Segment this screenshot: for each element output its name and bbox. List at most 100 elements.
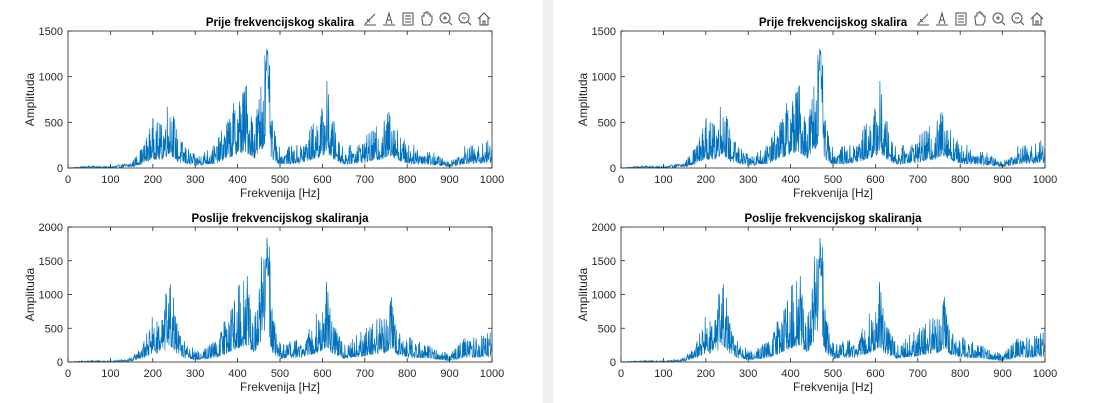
x-axis-label: Frekvenija [Hz] — [240, 186, 320, 200]
y-tick-label: 1500 — [39, 26, 63, 38]
x-tick-label: 700 — [356, 174, 374, 186]
y-tick-label: 1500 — [592, 256, 616, 268]
plot-title: Poslije frekvencijskog skaliranja — [191, 213, 369, 225]
x-tick-label: 700 — [909, 368, 927, 380]
x-tick-label: 800 — [398, 368, 416, 380]
axes-toolbar — [911, 10, 1051, 29]
y-tick-label: 500 — [598, 117, 616, 129]
x-tick-label: 100 — [101, 368, 119, 380]
x-tick-label: 300 — [739, 174, 757, 186]
x-tick-label: 400 — [781, 368, 799, 380]
x-tick-label: 400 — [228, 368, 246, 380]
x-tick-label: 1000 — [1033, 174, 1057, 186]
axes-before[interactable]: 0 100 200 300 400 500 600 700 800 900 1000 0 500 1000… — [39, 26, 505, 186]
home-icon[interactable] — [476, 10, 492, 28]
axes-background — [68, 31, 492, 168]
axes-background — [621, 31, 1045, 168]
y-tick-label: 2000 — [592, 222, 616, 234]
x-tick-label: 200 — [144, 174, 162, 186]
x-tick-label: 800 — [398, 174, 416, 186]
spectrum-line — [621, 48, 1046, 169]
y-axis-label: Amplituda — [23, 268, 37, 322]
x-tick-label: 600 — [866, 368, 884, 380]
zoom-in-icon[interactable] — [991, 10, 1007, 28]
plot-title: Poslije frekvencijskog skaliranja — [744, 213, 922, 225]
x-tick-label: 600 — [313, 174, 331, 186]
y-tick-label: 500 — [598, 323, 616, 335]
zoom-out-icon[interactable] — [1010, 10, 1026, 28]
x-tick-label: 1000 — [480, 174, 504, 186]
x-tick-label: 400 — [228, 174, 246, 186]
axes-background — [68, 227, 492, 362]
toolbar-background — [358, 10, 498, 29]
y-axis-label: Amplituda — [576, 268, 590, 322]
plot-title: Prije frekvencijskog skalira — [206, 17, 355, 29]
legend-icon[interactable] — [400, 10, 416, 28]
insert-data-icon[interactable] — [381, 10, 397, 28]
spectrum-line — [68, 237, 493, 363]
x-tick-label: 0 — [618, 368, 624, 380]
x-tick-label: 0 — [65, 174, 71, 186]
x-tick-label: 600 — [313, 368, 331, 380]
x-tick-label: 700 — [909, 174, 927, 186]
x-tick-label: 500 — [824, 368, 842, 380]
home-icon[interactable] — [1029, 10, 1045, 28]
y-tick-label: 2000 — [39, 222, 63, 234]
y-tick-label: 1500 — [592, 26, 616, 38]
plot-title: Prije frekvencijskog skalira — [759, 17, 908, 29]
x-tick-label: 600 — [866, 174, 884, 186]
x-tick-label: 800 — [951, 368, 969, 380]
x-tick-label: 0 — [618, 174, 624, 186]
x-tick-label: 900 — [440, 368, 458, 380]
zoom-out-icon[interactable] — [457, 10, 473, 28]
x-tick-label: 200 — [144, 368, 162, 380]
window-divider — [543, 0, 553, 403]
y-tick-label: 0 — [610, 357, 616, 369]
axes-after[interactable]: 0 100 200 300 400 500 600 700 800 900 1000 0 500 1000… — [39, 222, 505, 380]
y-tick-label: 0 — [57, 163, 63, 175]
x-tick-label: 200 — [697, 174, 715, 186]
x-tick-label: 1000 — [480, 368, 504, 380]
x-tick-label: 200 — [697, 368, 715, 380]
axes-toolbar — [358, 10, 498, 29]
y-tick-label: 500 — [45, 117, 63, 129]
spectrum-line — [621, 237, 1046, 363]
x-tick-label: 900 — [993, 368, 1011, 380]
figure-window-left: 0 100 200 300 400 500 600 700 800 900 1000 0 500 1000… — [0, 0, 543, 403]
x-axis-label: Frekvenija [Hz] — [793, 186, 873, 200]
y-tick-label: 1500 — [39, 256, 63, 268]
x-tick-label: 700 — [356, 368, 374, 380]
y-axis-label: Amplituda — [23, 73, 37, 127]
x-tick-label: 500 — [824, 174, 842, 186]
figure-canvas-left[interactable]: 0 100 200 300 400 500 600 700 800 900 100005001000… — [0, 0, 543, 403]
x-tick-label: 300 — [186, 368, 204, 380]
axes-after[interactable]: 0 100 200 300 400 500 600 700 800 900 1000 0 500 1000… — [592, 222, 1058, 380]
x-tick-label: 0 — [65, 368, 71, 380]
x-tick-label: 1000 — [1033, 368, 1057, 380]
insert-data-icon[interactable] — [934, 10, 950, 28]
brush-icon[interactable] — [915, 10, 931, 28]
figure-canvas-right[interactable]: 0 100 200 300 400 500 600 700 800 900 100005001000… — [553, 0, 1096, 403]
x-axis-label: Frekvenija [Hz] — [240, 380, 320, 394]
zoom-in-icon[interactable] — [438, 10, 454, 28]
x-tick-label: 300 — [739, 368, 757, 380]
pan-icon[interactable] — [972, 10, 988, 28]
x-tick-label: 800 — [951, 174, 969, 186]
figure-window-right: 0 100 200 300 400 500 600 700 800 900 1000 0 500 1000… — [553, 0, 1096, 403]
y-tick-label: 1000 — [39, 72, 63, 84]
axes-background — [621, 227, 1045, 362]
legend-icon[interactable] — [953, 10, 969, 28]
y-tick-label: 0 — [610, 163, 616, 175]
y-tick-label: 1000 — [592, 290, 616, 302]
y-tick-label: 1000 — [39, 290, 63, 302]
x-tick-label: 500 — [271, 368, 289, 380]
x-tick-label: 100 — [101, 174, 119, 186]
y-tick-label: 0 — [57, 357, 63, 369]
x-tick-label: 900 — [440, 174, 458, 186]
axes-before[interactable]: 0 100 200 300 400 500 600 700 800 900 1000 0 500 1000… — [592, 26, 1058, 186]
pan-icon[interactable] — [419, 10, 435, 28]
x-tick-label: 400 — [781, 174, 799, 186]
x-tick-label: 500 — [271, 174, 289, 186]
brush-icon[interactable] — [362, 10, 378, 28]
toolbar-background — [911, 10, 1051, 29]
